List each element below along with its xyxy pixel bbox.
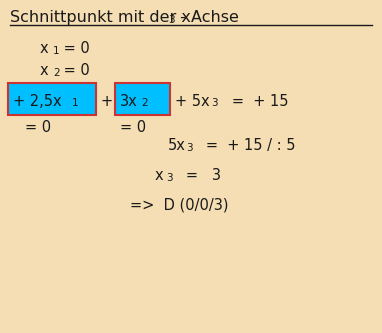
- Text: =>  D (0/0/3): => D (0/0/3): [130, 198, 228, 213]
- Text: 2: 2: [53, 68, 60, 78]
- Text: = 0: = 0: [25, 120, 51, 135]
- FancyBboxPatch shape: [115, 83, 170, 115]
- Text: =  + 15 / : 5: = + 15 / : 5: [192, 138, 296, 153]
- Text: = 0: = 0: [120, 120, 146, 135]
- Text: 3: 3: [186, 143, 193, 153]
- Text: x: x: [40, 63, 49, 78]
- Text: 2: 2: [141, 98, 147, 108]
- Text: =   3: = 3: [172, 168, 221, 183]
- Text: - Achse: - Achse: [175, 10, 239, 25]
- Text: 5x: 5x: [168, 138, 186, 153]
- Text: x: x: [40, 41, 49, 56]
- FancyBboxPatch shape: [8, 83, 96, 115]
- Text: = 0: = 0: [59, 41, 90, 56]
- Text: =  + 15: = + 15: [218, 94, 288, 109]
- Text: 3: 3: [168, 15, 175, 25]
- Text: 1: 1: [53, 46, 60, 56]
- Text: 3x: 3x: [120, 94, 138, 109]
- Text: +: +: [100, 94, 112, 109]
- Text: + 2,5x: + 2,5x: [13, 94, 62, 109]
- Text: Schnittpunkt mit der x: Schnittpunkt mit der x: [10, 10, 191, 25]
- Text: 3: 3: [166, 173, 173, 183]
- Text: x: x: [155, 168, 163, 183]
- Text: 3: 3: [211, 98, 218, 108]
- Text: = 0: = 0: [59, 63, 90, 78]
- Text: 1: 1: [72, 98, 79, 108]
- Text: + 5x: + 5x: [175, 94, 210, 109]
